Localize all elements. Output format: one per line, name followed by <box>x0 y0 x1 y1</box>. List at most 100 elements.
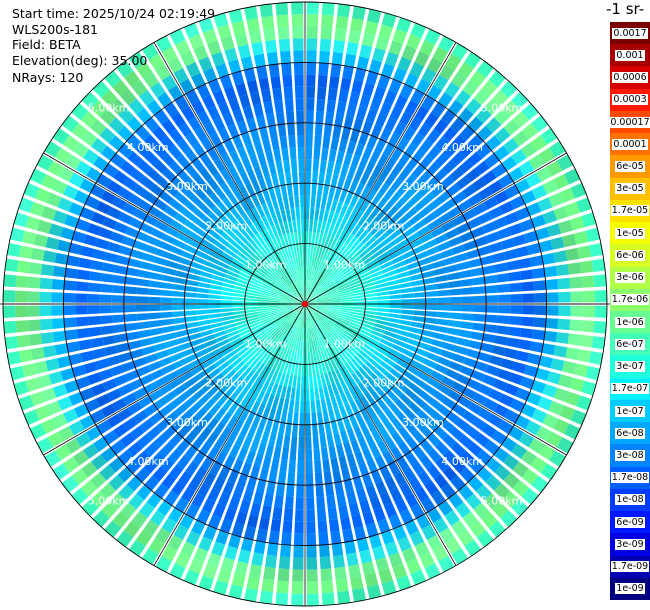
ray-bin <box>341 304 354 307</box>
ray-bin <box>327 223 335 237</box>
ray-bin <box>285 337 292 349</box>
ray-bin <box>335 394 344 408</box>
ray-bin <box>286 311 296 321</box>
ray-bin <box>579 260 594 274</box>
ray-bin <box>164 102 179 118</box>
ray-bin <box>312 159 320 172</box>
ray-bin <box>533 280 547 291</box>
ray-bin <box>531 184 548 200</box>
ray-bin <box>317 272 325 284</box>
ray-bin <box>311 232 316 245</box>
ray-bin <box>377 153 389 168</box>
ray-bin <box>209 313 222 319</box>
ray-bin <box>268 469 278 483</box>
ray-bin <box>268 187 277 201</box>
ray-bin <box>448 99 464 116</box>
ray-bin <box>266 481 276 495</box>
ray-bin <box>503 472 520 489</box>
ray-bin <box>289 245 295 258</box>
ray-bin <box>321 321 331 331</box>
ray-bin <box>90 100 108 117</box>
ray-bin <box>306 110 314 123</box>
ray-bin <box>588 243 603 257</box>
ray-bin <box>125 226 139 238</box>
ray-bin <box>509 316 523 326</box>
ray-bin <box>155 527 171 544</box>
ray-bin <box>321 447 329 461</box>
ray-bin <box>413 199 427 213</box>
ray-bin <box>462 80 479 97</box>
ray-bin <box>259 590 273 605</box>
ray-bin <box>79 415 95 430</box>
ray-bin <box>271 225 279 238</box>
ray-bin <box>311 363 316 376</box>
ray-bin <box>499 201 515 215</box>
ray-bin <box>484 274 498 284</box>
ray-bin <box>424 563 441 580</box>
ray-bin <box>448 492 464 509</box>
ray-bin <box>334 566 347 581</box>
ray-bin <box>221 312 234 317</box>
ray-bin <box>313 286 322 296</box>
ray-bin <box>104 252 118 263</box>
ray-bin <box>281 296 294 301</box>
ray-bin <box>500 358 515 370</box>
ray-bin <box>346 428 357 442</box>
ray-bin <box>27 305 40 317</box>
ray-bin <box>99 294 112 303</box>
ray-bin <box>114 265 128 275</box>
ray-bin <box>272 87 283 101</box>
ray-bin <box>206 431 219 446</box>
ray-bin <box>128 378 144 391</box>
ray-bin <box>76 328 90 339</box>
ray-bin <box>99 108 116 125</box>
ray-bin <box>354 182 365 196</box>
ray-bin <box>259 127 269 141</box>
ray-bin <box>223 278 236 285</box>
ray-bin <box>421 497 436 513</box>
ray-bin <box>401 45 417 61</box>
ray-bin <box>316 337 322 350</box>
ray-bin <box>443 342 457 352</box>
ray-bin <box>315 350 321 363</box>
ray-bin <box>456 337 471 347</box>
ray-bin <box>296 122 304 136</box>
ray-bin <box>236 278 249 285</box>
ray-bin <box>316 375 323 388</box>
ray-bin <box>485 314 498 323</box>
ray-bin <box>143 191 158 205</box>
ray-bin <box>305 159 312 172</box>
colorbar-tick-label: 1.7e-06 <box>610 294 650 306</box>
ray-bin <box>360 186 371 199</box>
ray-bin <box>258 313 271 319</box>
ray-bin <box>281 261 289 273</box>
ray-bin <box>390 177 404 191</box>
ray-bin <box>277 249 286 261</box>
ray-bin <box>318 323 327 335</box>
ray-bin <box>207 105 221 121</box>
ray-bin <box>242 157 253 172</box>
ray-bin <box>36 154 53 171</box>
ray-bin <box>353 385 364 398</box>
ray-bin <box>15 305 28 318</box>
ray-bin <box>368 262 381 271</box>
ray-bin <box>98 227 113 240</box>
ray-bin <box>154 376 169 388</box>
ray-bin <box>208 79 222 94</box>
ray-bin <box>358 462 369 476</box>
ray-bin <box>29 423 46 440</box>
ray-bin <box>143 520 159 537</box>
ray-bin <box>78 339 92 351</box>
ray-bin <box>442 159 457 174</box>
ray-bin <box>83 234 98 247</box>
ray-bin <box>475 107 492 124</box>
ray-bin <box>348 235 358 248</box>
ray-bin <box>150 510 166 526</box>
colorbar-cell: 0.0001 <box>610 133 650 156</box>
ray-bin <box>352 6 366 21</box>
ray-bin <box>315 271 322 283</box>
ray-bin <box>494 262 508 273</box>
ray-bin <box>332 239 341 252</box>
ray-bin <box>326 332 336 343</box>
ray-bin <box>576 395 592 411</box>
